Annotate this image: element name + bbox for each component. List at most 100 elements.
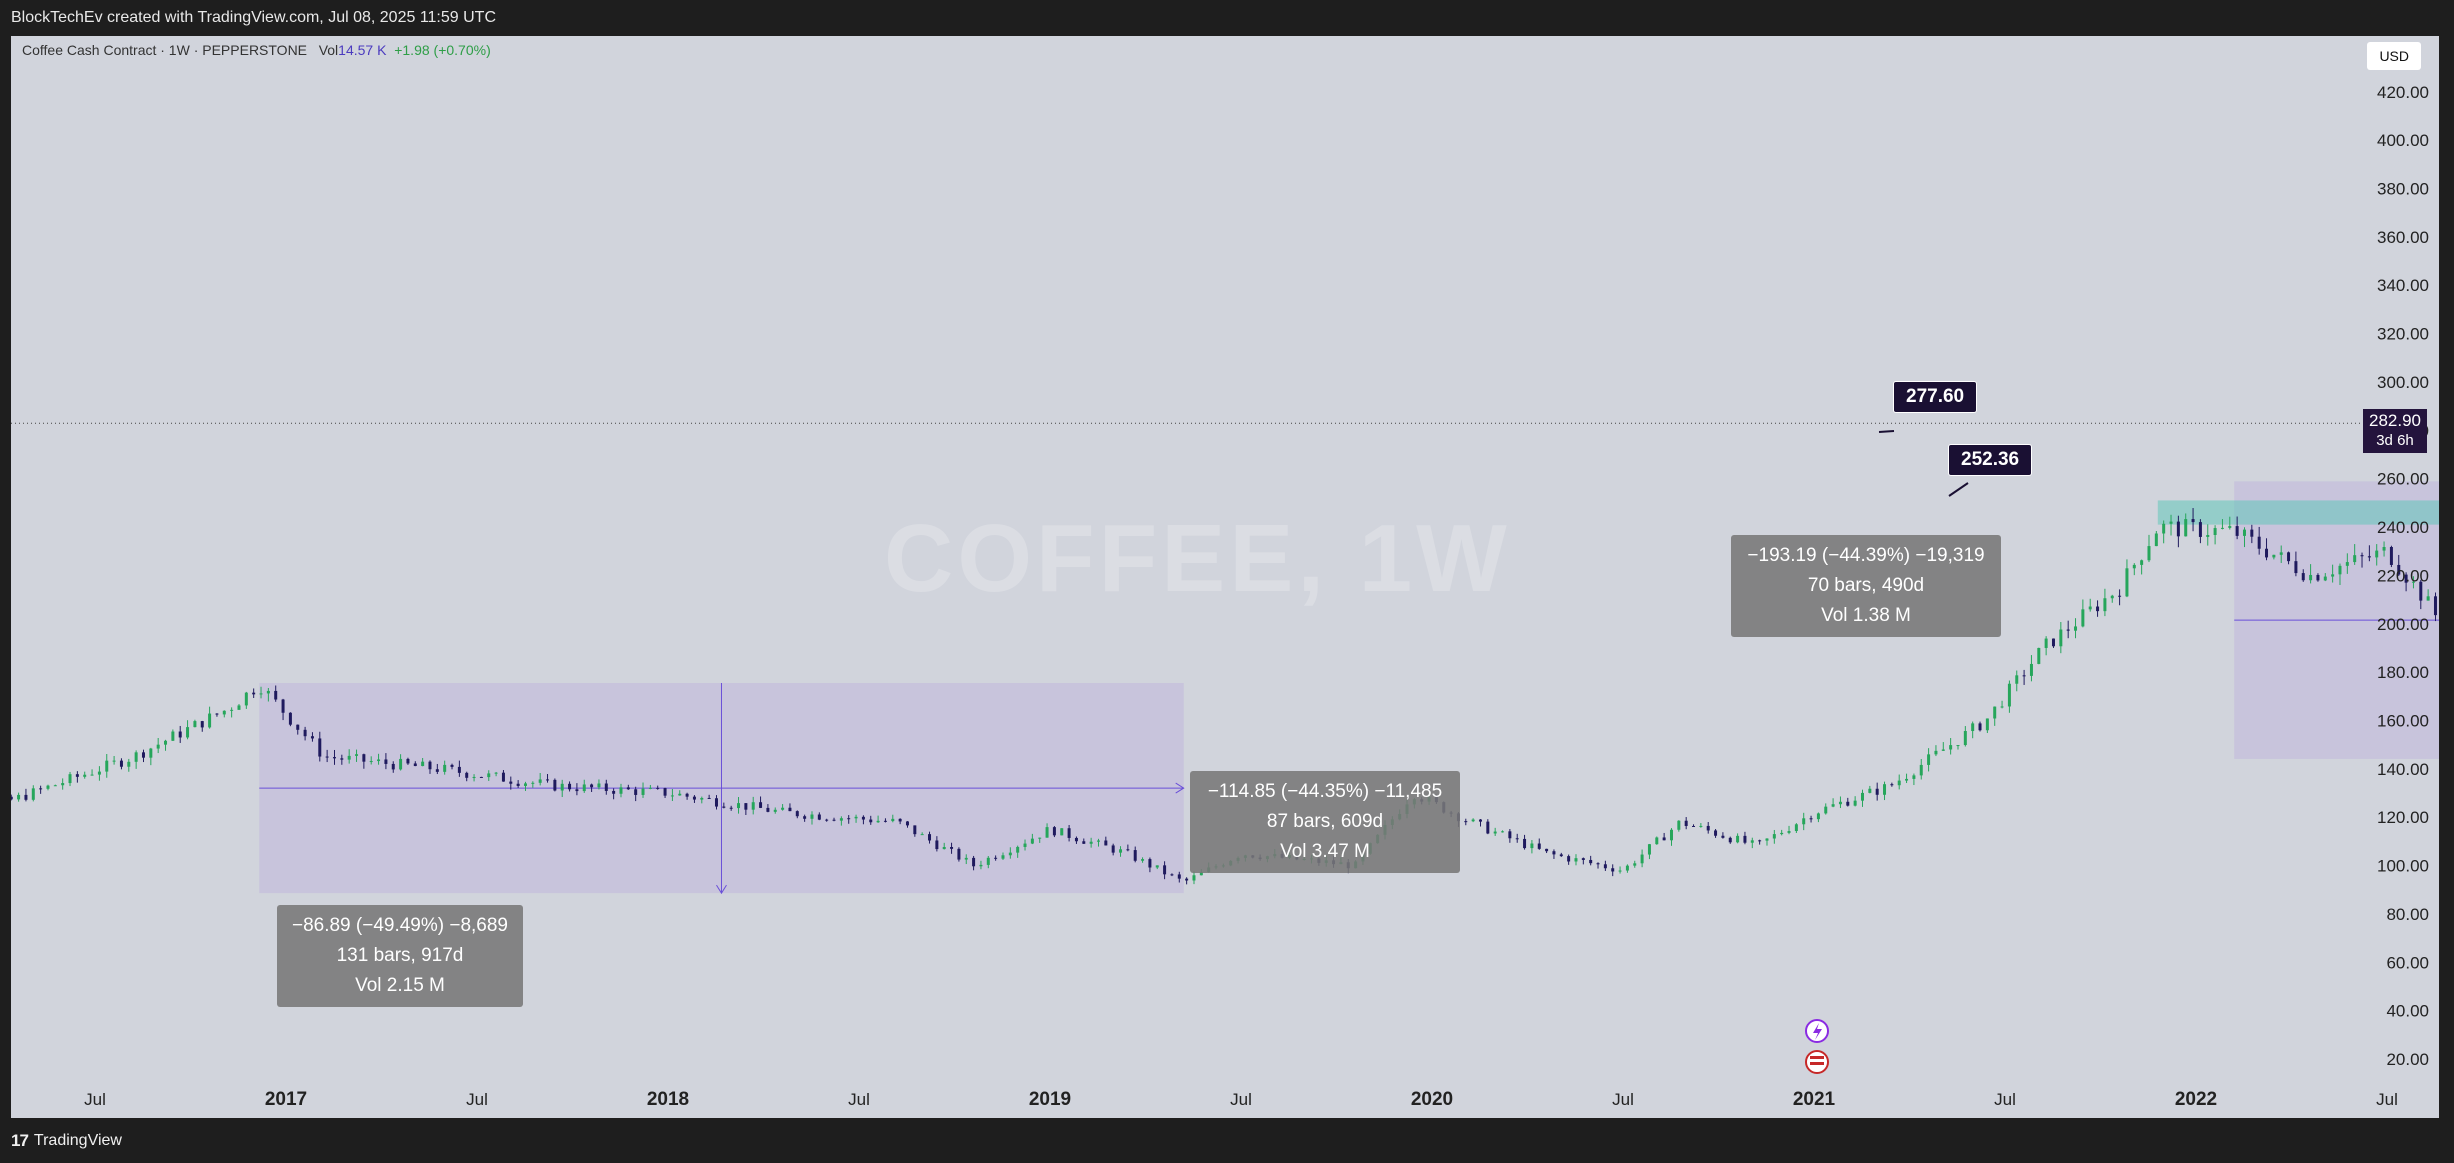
candle-body-149 bbox=[1016, 846, 1020, 853]
candle-body-210 bbox=[1464, 821, 1468, 823]
candle-body-73 bbox=[457, 766, 461, 773]
candle-body-70 bbox=[435, 769, 439, 772]
candle-body-315 bbox=[2235, 526, 2239, 536]
candle-body-124 bbox=[832, 819, 836, 821]
x-tick-label-10: Jul bbox=[1994, 1090, 2016, 1109]
candle-body-245 bbox=[1721, 835, 1725, 838]
candle-body-15 bbox=[31, 788, 35, 800]
candle-body-298 bbox=[2110, 595, 2114, 599]
candle-body-232 bbox=[1625, 865, 1629, 871]
candle-body-248 bbox=[1743, 835, 1747, 843]
y-tick-label-13: 160.00 bbox=[2377, 711, 2429, 730]
candle-body-235 bbox=[1647, 844, 1651, 855]
candle-body-108 bbox=[714, 798, 718, 807]
flag-stripe-1 bbox=[1810, 1056, 1824, 1059]
candle-body-273 bbox=[1927, 754, 1931, 765]
candle-body-122 bbox=[817, 814, 821, 820]
candle-body-129 bbox=[869, 819, 873, 823]
candle-body-16 bbox=[39, 788, 43, 790]
candle-body-56 bbox=[332, 757, 336, 759]
currency-button[interactable]: USD bbox=[2367, 42, 2421, 70]
candle-body-135 bbox=[913, 825, 917, 835]
candle-body-152 bbox=[1038, 837, 1042, 839]
candle-body-158 bbox=[1082, 841, 1086, 844]
candle-body-144 bbox=[979, 864, 983, 867]
candle-body-215 bbox=[1501, 831, 1505, 833]
candle-body-236 bbox=[1655, 837, 1659, 845]
candle-body-90 bbox=[582, 784, 586, 792]
candle-body-37 bbox=[193, 721, 197, 728]
candle-body-96 bbox=[626, 787, 630, 790]
candle-body-340 bbox=[2419, 581, 2423, 601]
candle-body-272 bbox=[1919, 764, 1923, 776]
candle-body-104 bbox=[685, 793, 689, 797]
candle-body-301 bbox=[2132, 564, 2136, 569]
candle-body-100 bbox=[656, 787, 660, 789]
candle-body-102 bbox=[670, 795, 674, 797]
last-price-value: 282.90 bbox=[2369, 411, 2421, 430]
chart-area[interactable]: 420.00 400.00 380.00 360.00 340.00 320.00 300.… bbox=[11, 36, 2439, 1118]
candle-body-87 bbox=[560, 783, 564, 791]
candle-body-39 bbox=[208, 713, 212, 728]
callout-277[interactable]: 277.60 bbox=[1893, 381, 1978, 413]
candle-body-296 bbox=[2096, 606, 2100, 612]
candle-body-288 bbox=[2037, 647, 2041, 664]
candle-body-300 bbox=[2125, 568, 2129, 597]
candle-body-309 bbox=[2191, 519, 2195, 523]
callout-252[interactable]: 252.36 bbox=[1948, 444, 2033, 476]
y-tick-label-11: 200.00 bbox=[2377, 615, 2429, 634]
candle-body-275 bbox=[1941, 749, 1945, 751]
candle-body-136 bbox=[920, 834, 924, 836]
x-tick-label-0: Jul bbox=[84, 1090, 106, 1109]
candle-body-326 bbox=[2316, 574, 2320, 581]
candle-body-218 bbox=[1523, 838, 1527, 849]
candle-body-338 bbox=[2404, 574, 2408, 583]
bar-countdown: 3d 6h bbox=[2376, 432, 2414, 449]
attribution-text: BlockTechEv created with TradingView.com… bbox=[11, 9, 496, 26]
candle-body-60 bbox=[362, 754, 366, 762]
x-tick-label-3: 2018 bbox=[647, 1089, 689, 1110]
tradingview-logo-text[interactable]: TradingView bbox=[33, 1131, 122, 1149]
candle-body-32 bbox=[156, 744, 160, 749]
candle-body-21 bbox=[75, 774, 79, 777]
candle-body-78 bbox=[494, 772, 498, 774]
candle-body-292 bbox=[2066, 629, 2070, 631]
candle-body-44 bbox=[244, 692, 248, 706]
candle-body-291 bbox=[2059, 629, 2063, 647]
candle-body-116 bbox=[773, 809, 777, 812]
tradingview-logo-icon[interactable]: 17 bbox=[11, 1130, 29, 1150]
candle-body-34 bbox=[171, 731, 175, 741]
candle-body-256 bbox=[1802, 818, 1806, 825]
candle-body-99 bbox=[648, 787, 652, 789]
price-chart[interactable]: 420.00 400.00 380.00 360.00 340.00 320.00 300.… bbox=[11, 36, 2439, 1118]
candle-body-237 bbox=[1662, 837, 1666, 841]
candle-body-278 bbox=[1963, 731, 1967, 746]
measure-arrow-right-0 bbox=[1175, 782, 1185, 794]
candle-body-247 bbox=[1736, 835, 1740, 843]
candle-body-81 bbox=[516, 783, 520, 786]
measure-box-2016: −86.89 (−49.49%) −8,689 131 bars, 917d V… bbox=[277, 905, 523, 1007]
candle-body-46 bbox=[259, 693, 263, 695]
x-tick-label-2: Jul bbox=[466, 1090, 488, 1109]
candle-body-93 bbox=[604, 783, 608, 791]
candle-body-110 bbox=[729, 807, 733, 809]
candle-body-113 bbox=[751, 802, 755, 810]
x-tick-label-4: Jul bbox=[848, 1090, 870, 1109]
y-tick-label-0: 420.00 bbox=[2377, 83, 2429, 102]
candle-body-303 bbox=[2147, 546, 2151, 561]
candle-body-109 bbox=[722, 806, 726, 808]
candle-body-230 bbox=[1611, 868, 1615, 872]
candle-body-225 bbox=[1574, 858, 1578, 862]
candle-body-304 bbox=[2154, 533, 2158, 547]
candle-body-211 bbox=[1471, 819, 1475, 822]
candle-body-88 bbox=[568, 783, 572, 790]
candle-body-222 bbox=[1552, 851, 1556, 855]
candle-body-47 bbox=[266, 690, 270, 694]
measure-change: −193.19 (−44.39%) −19,319 bbox=[1747, 545, 1985, 566]
candle-body-36 bbox=[186, 727, 190, 738]
candle-body-325 bbox=[2309, 574, 2313, 581]
candle-body-242 bbox=[1699, 825, 1703, 827]
candle-body-238 bbox=[1669, 829, 1673, 841]
candle-body-212 bbox=[1478, 819, 1482, 822]
callout-252-pointer bbox=[1948, 482, 1969, 497]
